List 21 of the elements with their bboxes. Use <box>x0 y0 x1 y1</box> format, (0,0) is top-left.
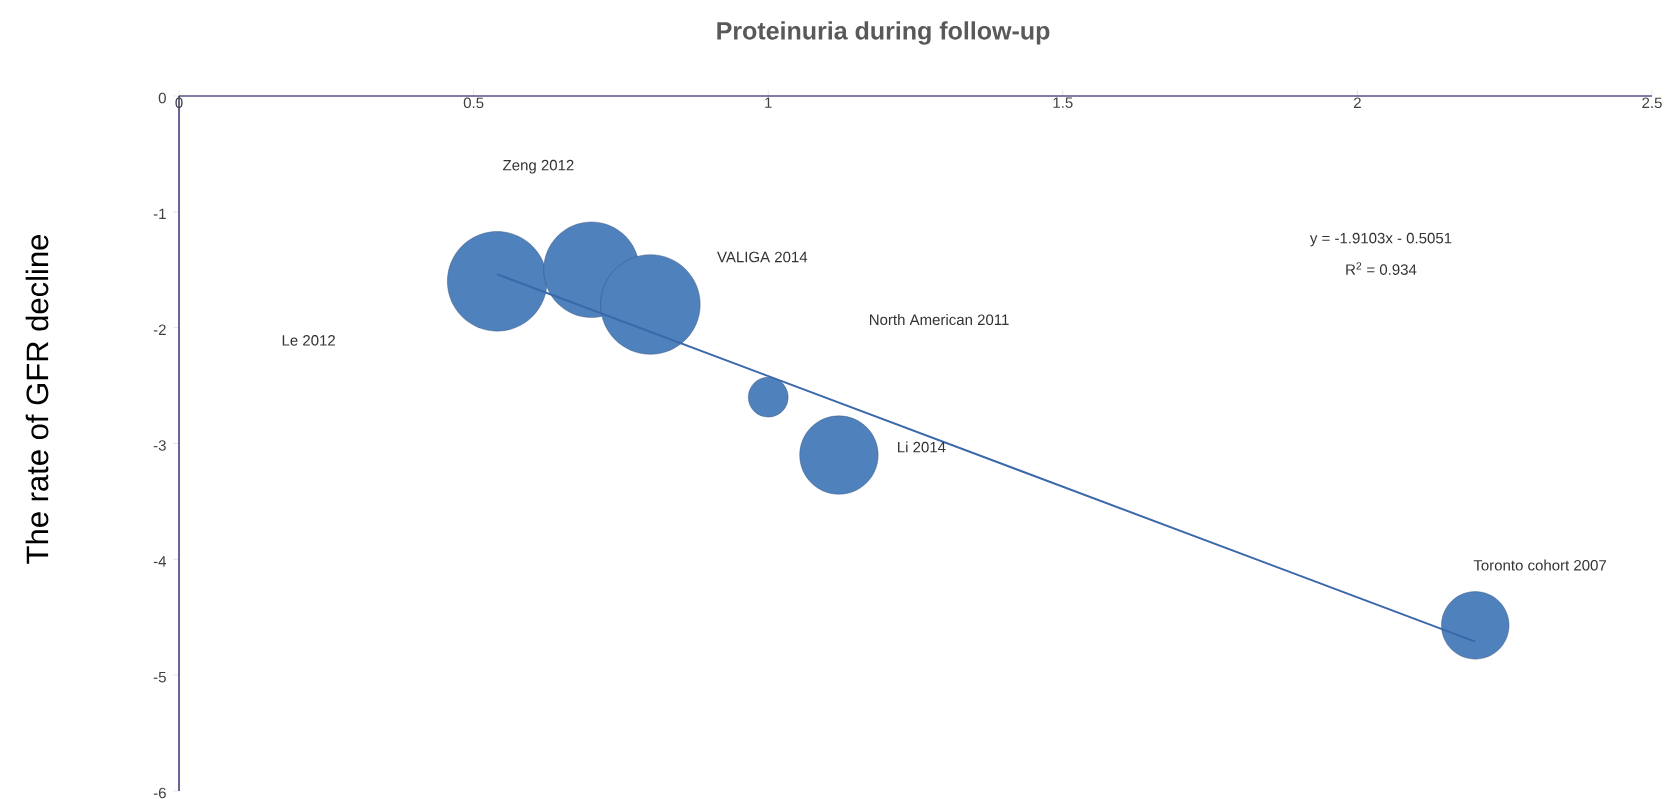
x-tick-label: 0.5 <box>463 97 484 109</box>
x-tick-label: 1.5 <box>1053 97 1073 108</box>
y-tick-label: -6 <box>153 787 166 799</box>
annotation: y = -1.9103x - 0.5051 <box>1309 232 1452 247</box>
x-tick-label: 1 <box>765 97 772 108</box>
y-tick-label: -4 <box>153 556 167 567</box>
annotation: Zeng 2012 <box>503 159 574 174</box>
y-tick-label: -1 <box>153 208 166 219</box>
chart-title: Proteinuria during follow-up <box>717 21 1050 45</box>
y-tick-label: -3 <box>153 440 166 451</box>
annotation: North American 2011 <box>870 314 1009 326</box>
annotation: VALIGA 2014 <box>717 251 808 263</box>
y-axis-title: The rate of GFR decline <box>25 235 49 564</box>
annotation: Li 2014 <box>898 441 946 453</box>
x-tick-label: 2.5 <box>1642 97 1662 109</box>
annotation: Toronto cohort 2007 <box>1473 559 1606 571</box>
y-tick-label: -5 <box>153 671 166 683</box>
y-tick-label: -2 <box>153 324 166 335</box>
x-tick-label: 2 <box>1353 97 1361 108</box>
annotation: Le 2012 <box>282 335 335 346</box>
annotation: R$^{2}$ = 0.934 <box>1346 262 1417 275</box>
